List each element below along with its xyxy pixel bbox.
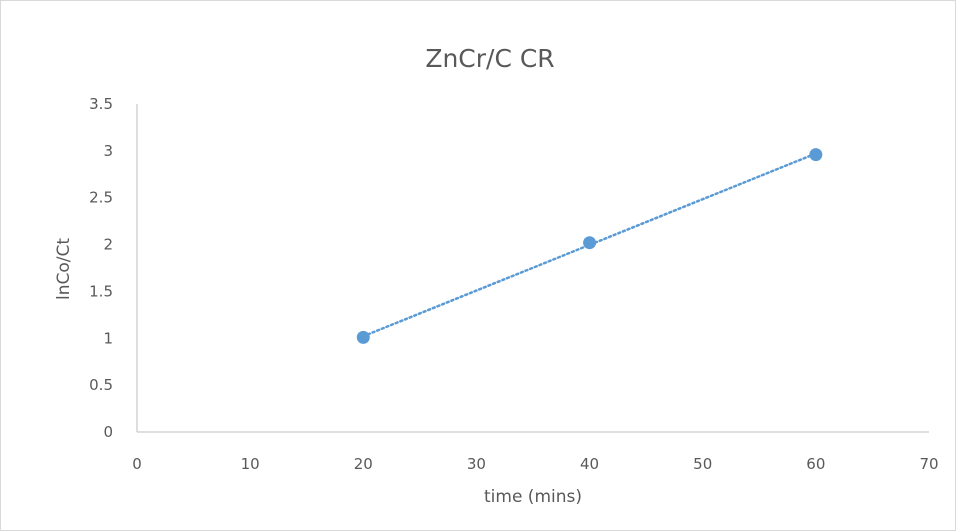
data-point [809,148,823,162]
y-tick-label: 0 [103,423,113,441]
x-tick-label: 70 [919,455,938,473]
x-tick-label: 30 [467,455,486,473]
x-axis-title: time (mins) [484,487,582,507]
data-point [583,236,597,250]
y-tick-labels: 0 0.5 1 1.5 2 2.5 3 3.5 [89,95,113,441]
x-tick-label: 40 [580,455,599,473]
x-tick-label: 10 [241,455,260,473]
y-tick-label: 0.5 [89,376,113,394]
x-tick-label: 0 [132,455,142,473]
y-axis-title: lnCo/Ct [54,238,74,300]
x-tick-labels: 0 10 20 30 40 50 60 70 [132,455,938,473]
chart-title: ZnCr/C CR [425,44,554,73]
x-tick-label: 60 [806,455,825,473]
y-tick-label: 1.5 [89,282,113,300]
y-tick-label: 1 [103,329,113,347]
series-layer [356,148,823,344]
x-tick-label: 50 [693,455,712,473]
chart-axes [136,104,929,433]
y-tick-label: 2 [103,236,113,254]
y-tick-label: 2.5 [89,189,113,207]
y-tick-label: 3 [103,142,113,160]
data-point [356,330,370,344]
x-tick-label: 20 [354,455,373,473]
y-tick-label: 3.5 [89,95,113,113]
